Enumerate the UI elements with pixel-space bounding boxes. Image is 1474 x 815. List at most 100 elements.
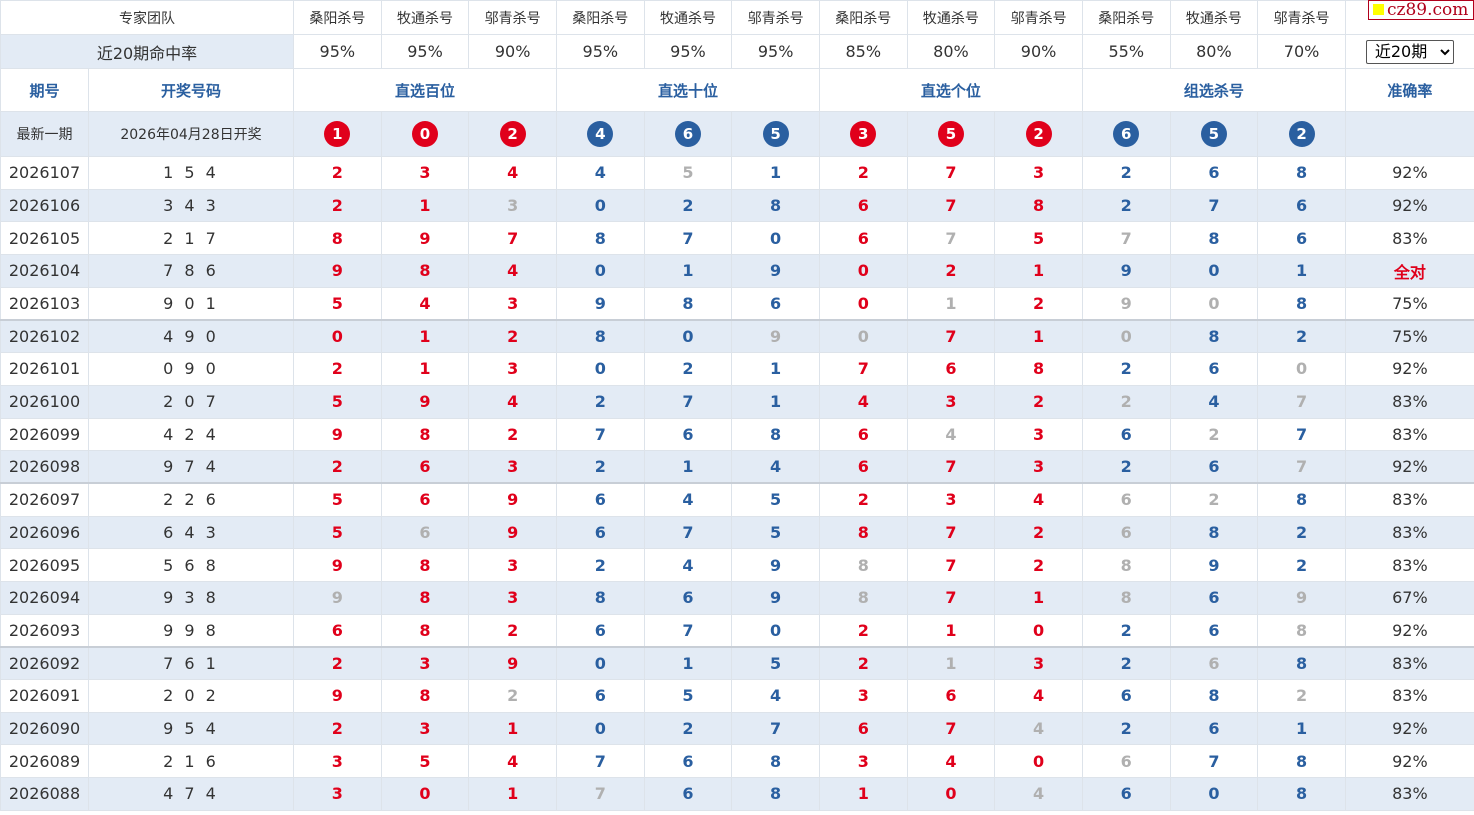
accuracy: 83%	[1344, 482, 1474, 517]
kill-number: 9	[468, 515, 557, 550]
col-group: 直选百位	[293, 68, 557, 112]
kill-number: 4	[1169, 384, 1259, 419]
kill-number: 8	[555, 221, 645, 256]
table-row: 2026105 2 1 7 8 9 7 8 7 0 6 7 5 7 8 6 83%	[0, 221, 1474, 256]
kill-number: 9	[1169, 548, 1259, 582]
kill-number: 9	[380, 384, 470, 419]
latest-ball-cell: 4	[555, 111, 645, 157]
expert-hit-rate: 80%	[906, 34, 996, 69]
kill-number: 7	[643, 384, 733, 419]
kill-number: 9	[1081, 286, 1171, 321]
kill-number: 2	[818, 482, 908, 517]
accuracy: 67%	[1344, 580, 1474, 615]
kill-number: 1	[380, 352, 470, 386]
kill-number: 6	[1081, 679, 1171, 713]
kill-number: 8	[380, 613, 470, 648]
draw-number: 4 7 4	[88, 777, 294, 811]
table-row: 2026095 5 6 8 9 8 3 2 4 9 8 7 2 8 9 2 83%	[0, 548, 1474, 582]
kill-number: 8	[1169, 679, 1259, 713]
expert-name: 邬青杀号	[1257, 0, 1346, 35]
accuracy: 83%	[1344, 645, 1474, 680]
kill-number: 1	[994, 254, 1083, 288]
kill-number: 2	[643, 711, 733, 746]
table-row: 2026107 1 5 4 2 3 4 4 5 1 2 7 3 2 6 8 92%	[0, 156, 1474, 190]
kill-number: 3	[468, 548, 557, 582]
kill-number: 3	[468, 286, 557, 321]
kill-number: 6	[380, 450, 470, 484]
kill-number: 7	[906, 188, 996, 223]
kill-number: 1	[1257, 254, 1346, 288]
issue: 2026094	[0, 580, 89, 615]
kill-number: 7	[906, 450, 996, 484]
expert-name: 桑阳杀号	[293, 0, 382, 35]
number-ball: 5	[1200, 121, 1227, 147]
kill-number: 8	[1257, 613, 1346, 648]
kill-number: 1	[818, 777, 908, 811]
accuracy: 全对	[1344, 254, 1474, 288]
kill-number: 3	[906, 384, 996, 419]
kill-number: 2	[818, 645, 908, 680]
kill-number: 2	[468, 613, 557, 648]
expert-name: 桑阳杀号	[1081, 0, 1171, 35]
kill-number: 5	[293, 482, 382, 517]
issue: 2026100	[0, 384, 89, 419]
kill-number: 7	[818, 352, 908, 386]
kill-number: 6	[1169, 450, 1259, 484]
kill-number: 2	[1081, 188, 1171, 223]
kill-number: 2	[906, 254, 996, 288]
kill-number: 8	[555, 318, 645, 354]
table-row: 2026103 9 0 1 5 4 3 9 8 6 0 1 2 9 0 8 75%	[0, 286, 1474, 321]
kill-number: 6	[555, 613, 645, 648]
latest-ball-cell: 2	[1257, 111, 1346, 157]
period-select[interactable]: 近20期	[1365, 39, 1454, 64]
kill-number: 2	[293, 352, 382, 386]
kill-number: 6	[1257, 221, 1346, 256]
kill-number: 1	[906, 613, 996, 648]
kill-number: 8	[380, 548, 470, 582]
draw-number: 9 0 1	[88, 286, 294, 321]
accuracy: 83%	[1344, 417, 1474, 452]
kill-number: 0	[818, 286, 908, 321]
kill-number: 1	[468, 777, 557, 811]
kill-number: 7	[906, 515, 996, 550]
expert-hit-rate: 95%	[555, 34, 645, 69]
table-row: 2026098 9 7 4 2 6 3 2 1 4 6 7 3 2 6 7 92%	[0, 450, 1474, 484]
kill-number: 7	[555, 744, 645, 779]
draw-number: 7 8 6	[88, 254, 294, 288]
col-issue: 期号	[0, 68, 89, 112]
expert-hit-rate: 70%	[1257, 34, 1346, 69]
issue: 2026107	[0, 156, 89, 190]
accuracy: 75%	[1344, 286, 1474, 321]
kill-number: 6	[1169, 645, 1259, 680]
kill-number: 1	[994, 318, 1083, 354]
kill-number: 3	[380, 156, 470, 190]
kill-number: 1	[380, 318, 470, 354]
kill-number: 7	[906, 221, 996, 256]
kill-number: 6	[1081, 777, 1171, 811]
issue: 2026105	[0, 221, 89, 256]
expert-name: 桑阳杀号	[818, 0, 908, 35]
issue: 2026096	[0, 515, 89, 550]
kill-number: 1	[643, 450, 733, 484]
kill-number: 2	[293, 156, 382, 190]
kill-number: 8	[1081, 580, 1171, 615]
kill-number: 6	[1081, 417, 1171, 452]
number-ball: 3	[850, 121, 877, 147]
latest-ball-cell: 5	[731, 111, 820, 157]
table-row: 2026094 9 3 8 9 8 3 8 6 9 8 7 1 8 6 9 67%	[0, 580, 1474, 615]
kill-number: 8	[380, 679, 470, 713]
kill-number: 8	[731, 188, 820, 223]
kill-number: 0	[906, 777, 996, 811]
period-select-cell: 近20期	[1344, 34, 1474, 69]
kill-number: 3	[818, 744, 908, 779]
kill-number: 2	[555, 548, 645, 582]
number-ball: 0	[411, 121, 438, 147]
kill-number: 8	[380, 580, 470, 615]
draw-number: 5 6 8	[88, 548, 294, 582]
kill-number: 4	[380, 286, 470, 321]
expert-hit-rate: 95%	[731, 34, 820, 69]
kill-number: 5	[643, 679, 733, 713]
expert-name: 牧通杀号	[1169, 0, 1259, 35]
kill-number: 6	[818, 417, 908, 452]
issue: 2026099	[0, 417, 89, 452]
